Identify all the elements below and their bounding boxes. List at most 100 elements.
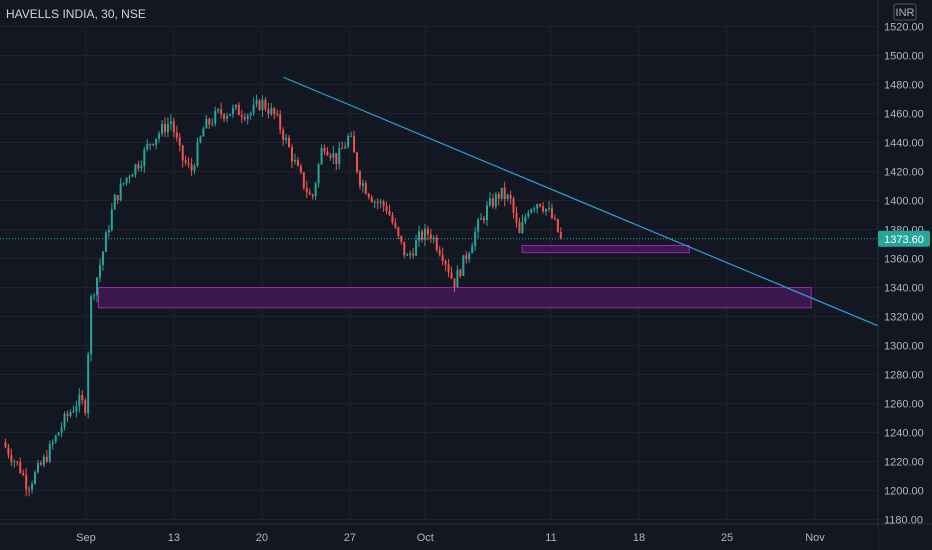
candle xyxy=(158,130,161,143)
time-tick-label: 25 xyxy=(721,532,733,544)
candle xyxy=(367,192,370,200)
candle xyxy=(57,431,60,436)
candle xyxy=(187,157,190,168)
candle xyxy=(134,163,137,178)
candle xyxy=(143,147,146,173)
candle xyxy=(308,188,311,196)
last-price-label: 1373.60 xyxy=(884,234,924,246)
price-tick-label: 1240.00 xyxy=(884,428,924,440)
candle xyxy=(302,171,305,191)
price-tick-label: 1520.00 xyxy=(884,22,924,34)
candle xyxy=(264,97,267,112)
candle xyxy=(385,201,388,215)
candle xyxy=(36,459,39,474)
time-tick-label: Nov xyxy=(805,532,825,544)
time-tick-label: 20 xyxy=(256,532,268,544)
candle xyxy=(234,104,237,111)
candle xyxy=(494,191,497,210)
candle xyxy=(400,235,403,245)
price-tick-label: 1180.00 xyxy=(884,515,923,527)
candle xyxy=(418,225,421,248)
candle xyxy=(353,130,356,153)
candle xyxy=(503,181,506,207)
candle xyxy=(4,438,7,449)
candle xyxy=(131,173,134,177)
candle xyxy=(48,440,51,464)
candle xyxy=(217,107,220,114)
candle xyxy=(107,224,110,238)
candle xyxy=(155,138,158,150)
candle xyxy=(527,209,530,219)
candle xyxy=(406,252,409,257)
candle xyxy=(184,155,187,166)
price-axis[interactable] xyxy=(878,0,932,550)
time-tick-label: 18 xyxy=(633,532,645,544)
candle xyxy=(279,110,282,135)
time-tick-label: 13 xyxy=(168,532,180,544)
candle xyxy=(237,102,240,116)
candle xyxy=(98,258,101,282)
candle xyxy=(444,259,447,272)
candle xyxy=(326,147,329,156)
candle xyxy=(382,199,385,212)
candle xyxy=(119,177,122,202)
candle xyxy=(370,194,373,203)
candle xyxy=(542,202,545,214)
candle xyxy=(10,448,13,467)
candle xyxy=(462,255,465,277)
candle xyxy=(403,241,406,259)
candle xyxy=(397,226,400,240)
candle xyxy=(364,180,367,195)
candle xyxy=(483,215,486,224)
candle xyxy=(34,470,37,486)
candle xyxy=(60,422,63,438)
candle xyxy=(208,117,211,129)
price-tick-label: 1400.00 xyxy=(884,196,924,208)
candle xyxy=(51,439,54,450)
candle xyxy=(19,457,22,475)
time-tick-label: 11 xyxy=(545,532,556,544)
candle xyxy=(500,187,503,201)
candle xyxy=(31,480,34,494)
candle xyxy=(196,137,199,168)
candle xyxy=(296,156,299,167)
candle xyxy=(506,193,509,202)
candle xyxy=(152,143,155,147)
candle xyxy=(181,144,184,168)
time-tick-label: 27 xyxy=(344,532,356,544)
candle xyxy=(391,211,394,225)
candle xyxy=(243,113,246,122)
candle xyxy=(332,146,335,165)
time-axis[interactable] xyxy=(0,524,878,550)
candle xyxy=(25,468,28,497)
candle xyxy=(288,135,291,148)
candle xyxy=(81,390,84,405)
candle xyxy=(305,180,308,199)
price-tick-label: 1280.00 xyxy=(884,370,924,382)
candle xyxy=(175,125,178,142)
price-tick-label: 1420.00 xyxy=(884,167,924,179)
grid-lines xyxy=(0,0,878,524)
candle xyxy=(341,141,344,150)
candle xyxy=(223,113,226,123)
candle xyxy=(90,294,93,362)
price-tick-label: 1200.00 xyxy=(884,486,924,498)
candle xyxy=(518,217,521,234)
candle xyxy=(101,250,104,271)
trendline xyxy=(283,76,891,332)
candle xyxy=(291,144,294,169)
candle xyxy=(338,141,341,170)
candle xyxy=(426,225,429,241)
candle xyxy=(545,208,548,216)
candle xyxy=(128,174,131,184)
last-price-badge: 1373.60 xyxy=(878,230,930,247)
price-tick-label: 1360.00 xyxy=(884,254,924,266)
candle xyxy=(435,234,438,253)
candle xyxy=(373,199,376,208)
candle xyxy=(556,218,559,233)
candle xyxy=(240,109,243,124)
candle xyxy=(361,179,364,193)
candle xyxy=(166,117,169,138)
candle xyxy=(317,162,320,188)
